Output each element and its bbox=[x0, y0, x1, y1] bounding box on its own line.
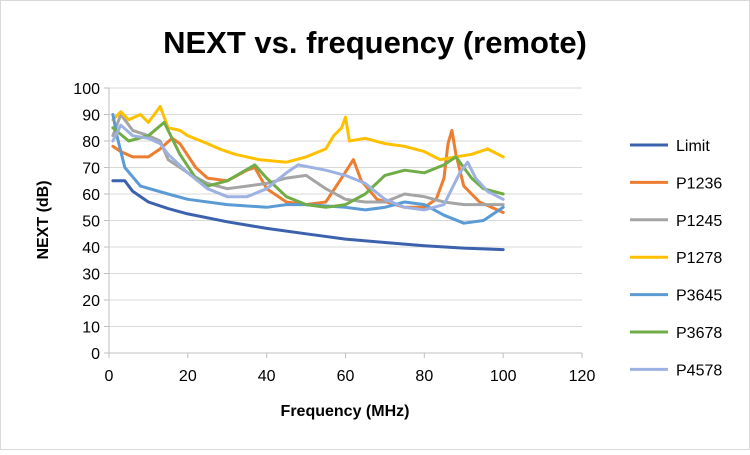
series-line-p1278 bbox=[111, 105, 505, 164]
y-tick-label: 10 bbox=[82, 320, 100, 337]
series-line-limit bbox=[111, 179, 505, 252]
y-tick-label: 20 bbox=[82, 293, 100, 310]
legend-label-p3678: P3678 bbox=[676, 325, 722, 342]
y-tick-label: 30 bbox=[82, 267, 100, 284]
legend-label-p1245: P1245 bbox=[676, 213, 722, 230]
series-line-p3678 bbox=[111, 120, 505, 209]
x-tick-label: 60 bbox=[337, 368, 355, 385]
y-tick-label: 90 bbox=[82, 108, 100, 125]
legend-label-p4578: P4578 bbox=[676, 362, 722, 379]
y-tick-label: 100 bbox=[73, 81, 100, 98]
x-tick-label: 120 bbox=[569, 368, 596, 385]
legend: Limit P1236 P1245 P1278 P3645 P3678 P4578 bbox=[630, 138, 722, 379]
x-tick-label: 100 bbox=[490, 368, 517, 385]
x-axis-title: Frequency (MHz) bbox=[281, 403, 410, 420]
legend-label-p1278: P1278 bbox=[676, 250, 722, 267]
x-tick-label: 80 bbox=[415, 368, 433, 385]
y-tick-label: 60 bbox=[82, 187, 100, 204]
chart-title: NEXT vs. frequency (remote) bbox=[163, 25, 587, 60]
y-tick-label: 70 bbox=[82, 161, 100, 178]
legend-label-p1236: P1236 bbox=[676, 175, 722, 192]
y-tick-label: 50 bbox=[82, 214, 100, 231]
y-tick-label: 80 bbox=[82, 134, 100, 151]
x-tick-label: 0 bbox=[105, 368, 114, 385]
legend-label-limit: Limit bbox=[676, 138, 710, 155]
y-tick-label: 0 bbox=[91, 346, 100, 363]
x-tick-label: 40 bbox=[258, 368, 276, 385]
series-line-p1236 bbox=[111, 128, 505, 214]
series-line-p4578 bbox=[111, 123, 505, 212]
y-axis-title: NEXT (dB) bbox=[35, 180, 52, 259]
legend-label-p3645: P3645 bbox=[676, 288, 722, 305]
y-tick-label: 40 bbox=[82, 240, 100, 257]
x-tick-label: 20 bbox=[179, 368, 197, 385]
series-line-p1245 bbox=[111, 113, 505, 207]
